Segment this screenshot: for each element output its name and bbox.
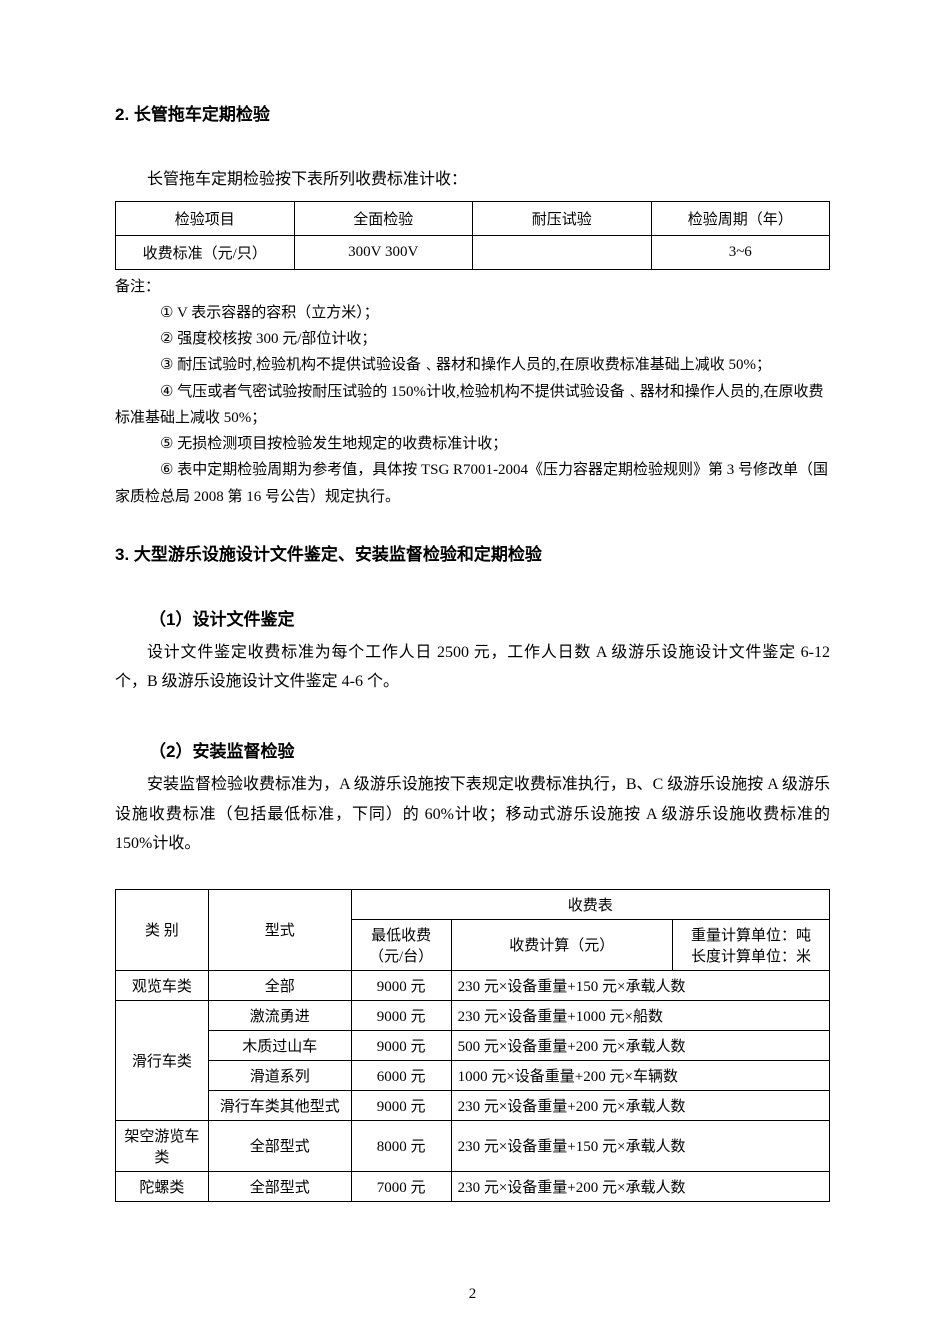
table-tube-trailer: 检验项目 全面检验 耐压试验 检验周期（年） 收费标准（元/只） 300V 30… bbox=[115, 201, 830, 270]
section-3-1-text: 设计文件鉴定收费标准为每个工作人日 2500 元，工作人日数 A 级游乐设施设计… bbox=[115, 638, 830, 697]
section-3-2-title: （2）安装监督检验 bbox=[115, 737, 830, 762]
section-3-2: （2）安装监督检验 安装监督检验收费标准为，A 级游乐设施按下表规定收费标准执行… bbox=[115, 737, 830, 859]
circled-3: ③ bbox=[160, 356, 173, 373]
circled-1: ① bbox=[160, 304, 173, 321]
note-2: ② 强度校核按 300 元/部位计收； bbox=[115, 326, 830, 352]
th-category: 类 别 bbox=[116, 889, 209, 970]
td-calc: 230 元×设备重量+200 元×承载人数 bbox=[451, 1090, 829, 1120]
note-4: ④ 气压或者气密试验按耐压试验的 150%计收,检验机构不提供试验设备﹑器材和操… bbox=[115, 379, 830, 432]
th-pressure: 耐压试验 bbox=[473, 201, 652, 235]
section-3-1: （1）设计文件鉴定 设计文件鉴定收费标准为每个工作人日 2500 元，工作人日数… bbox=[115, 605, 830, 697]
note-1: ① V 表示容器的容积（立方米）； bbox=[115, 300, 830, 326]
th-type: 型式 bbox=[208, 889, 351, 970]
td-comprehensive: 300V 300V bbox=[294, 235, 473, 269]
td-min: 8000 元 bbox=[351, 1120, 451, 1171]
page-number: 2 bbox=[0, 1286, 945, 1303]
document-page: 2. 长管拖车定期检验 长管拖车定期检验按下表所列收费标准计收： 检验项目 全面… bbox=[0, 0, 945, 1338]
notes-block: 备注： ① V 表示容器的容积（立方米）； ② 强度校核按 300 元/部位计收… bbox=[115, 274, 830, 510]
circled-6: ⑥ bbox=[160, 461, 173, 478]
th-feetable: 收费表 bbox=[351, 889, 829, 919]
note-6: ⑥ 表中定期检验周期为参考值，具体按 TSG R7001-2004《压力容器定期… bbox=[115, 457, 830, 510]
note-2-text: 强度校核按 300 元/部位计收； bbox=[177, 331, 376, 347]
circled-4: ④ bbox=[160, 383, 173, 400]
td-calc: 230 元×设备重量+150 元×承载人数 bbox=[451, 970, 829, 1000]
td-type: 木质过山车 bbox=[208, 1030, 351, 1060]
td-type: 滑行车类其他型式 bbox=[208, 1090, 351, 1120]
td-type: 激流勇进 bbox=[208, 1000, 351, 1030]
td-type: 全部型式 bbox=[208, 1171, 351, 1201]
td-calc: 230 元×设备重量+200 元×承载人数 bbox=[451, 1171, 829, 1201]
note-4-text: 气压或者气密试验按耐压试验的 150%计收,检验机构不提供试验设备﹑器材和操作人… bbox=[115, 384, 823, 426]
td-min: 7000 元 bbox=[351, 1171, 451, 1201]
th-calc: 收费计算（元） bbox=[451, 919, 672, 970]
td-cat: 陀螺类 bbox=[116, 1171, 209, 1201]
td-calc: 230 元×设备重量+1000 元×船数 bbox=[451, 1000, 829, 1030]
td-type: 全部 bbox=[208, 970, 351, 1000]
td-cycle: 3~6 bbox=[651, 235, 830, 269]
note-5-text: 无损检测项目按检验发生地规定的收费标准计收； bbox=[177, 436, 507, 452]
note-6-text: 表中定期检验周期为参考值，具体按 TSG R7001-2004《压力容器定期检验… bbox=[115, 462, 828, 504]
note-1-text: V 表示容器的容积（立方米）； bbox=[177, 305, 379, 321]
note-3-text: 耐压试验时,检验机构不提供试验设备﹑器材和操作人员的,在原收费标准基础上减收 5… bbox=[177, 357, 771, 373]
section-3-heading: 3. 大型游乐设施设计文件鉴定、安装监督检验和定期检验 bbox=[115, 540, 830, 565]
section-3-1-title: （1）设计文件鉴定 bbox=[115, 605, 830, 630]
table-row: 滑道系列 6000 元 1000 元×设备重量+200 元×车辆数 bbox=[116, 1060, 830, 1090]
th-minfee: 最低收费（元/台） bbox=[351, 919, 451, 970]
td-calc: 230 元×设备重量+150 元×承载人数 bbox=[451, 1120, 829, 1171]
notes-label: 备注： bbox=[115, 274, 830, 300]
table-row: 陀螺类 全部型式 7000 元 230 元×设备重量+200 元×承载人数 bbox=[116, 1171, 830, 1201]
td-calc: 1000 元×设备重量+200 元×车辆数 bbox=[451, 1060, 829, 1090]
th-item: 检验项目 bbox=[116, 201, 295, 235]
td-min: 9000 元 bbox=[351, 1000, 451, 1030]
th-comprehensive: 全面检验 bbox=[294, 201, 473, 235]
table-row: 木质过山车 9000 元 500 元×设备重量+200 元×承载人数 bbox=[116, 1030, 830, 1060]
section-2-intro: 长管拖车定期检验按下表所列收费标准计收： bbox=[115, 165, 830, 195]
table-row: 滑行车类其他型式 9000 元 230 元×设备重量+200 元×承载人数 bbox=[116, 1090, 830, 1120]
td-fee-label: 收费标准（元/只） bbox=[116, 235, 295, 269]
table-row: 架空游览车类 全部型式 8000 元 230 元×设备重量+150 元×承载人数 bbox=[116, 1120, 830, 1171]
table-row: 观览车类 全部 9000 元 230 元×设备重量+150 元×承载人数 bbox=[116, 970, 830, 1000]
td-cat: 滑行车类 bbox=[116, 1000, 209, 1120]
table-amusement: 类 别 型式 收费表 最低收费（元/台） 收费计算（元） 重量计算单位：吨 长度… bbox=[115, 889, 830, 1202]
circled-5: ⑤ bbox=[160, 435, 173, 452]
td-type: 全部型式 bbox=[208, 1120, 351, 1171]
section-2-heading: 2. 长管拖车定期检验 bbox=[115, 100, 830, 125]
th-cycle: 检验周期（年） bbox=[651, 201, 830, 235]
td-min: 9000 元 bbox=[351, 1090, 451, 1120]
circled-2: ② bbox=[160, 330, 173, 347]
table-row: 滑行车类 激流勇进 9000 元 230 元×设备重量+1000 元×船数 bbox=[116, 1000, 830, 1030]
th-unit: 重量计算单位：吨 长度计算单位：米 bbox=[672, 919, 829, 970]
note-5: ⑤ 无损检测项目按检验发生地规定的收费标准计收； bbox=[115, 431, 830, 457]
td-min: 9000 元 bbox=[351, 1030, 451, 1060]
td-min: 6000 元 bbox=[351, 1060, 451, 1090]
td-type: 滑道系列 bbox=[208, 1060, 351, 1090]
td-calc: 500 元×设备重量+200 元×承载人数 bbox=[451, 1030, 829, 1060]
td-cat: 观览车类 bbox=[116, 970, 209, 1000]
note-3: ③ 耐压试验时,检验机构不提供试验设备﹑器材和操作人员的,在原收费标准基础上减收… bbox=[115, 352, 830, 378]
td-pressure bbox=[473, 235, 652, 269]
td-cat: 架空游览车类 bbox=[116, 1120, 209, 1171]
section-3-2-text: 安装监督检验收费标准为，A 级游乐设施按下表规定收费标准执行，B、C 级游乐设施… bbox=[115, 770, 830, 859]
td-min: 9000 元 bbox=[351, 970, 451, 1000]
